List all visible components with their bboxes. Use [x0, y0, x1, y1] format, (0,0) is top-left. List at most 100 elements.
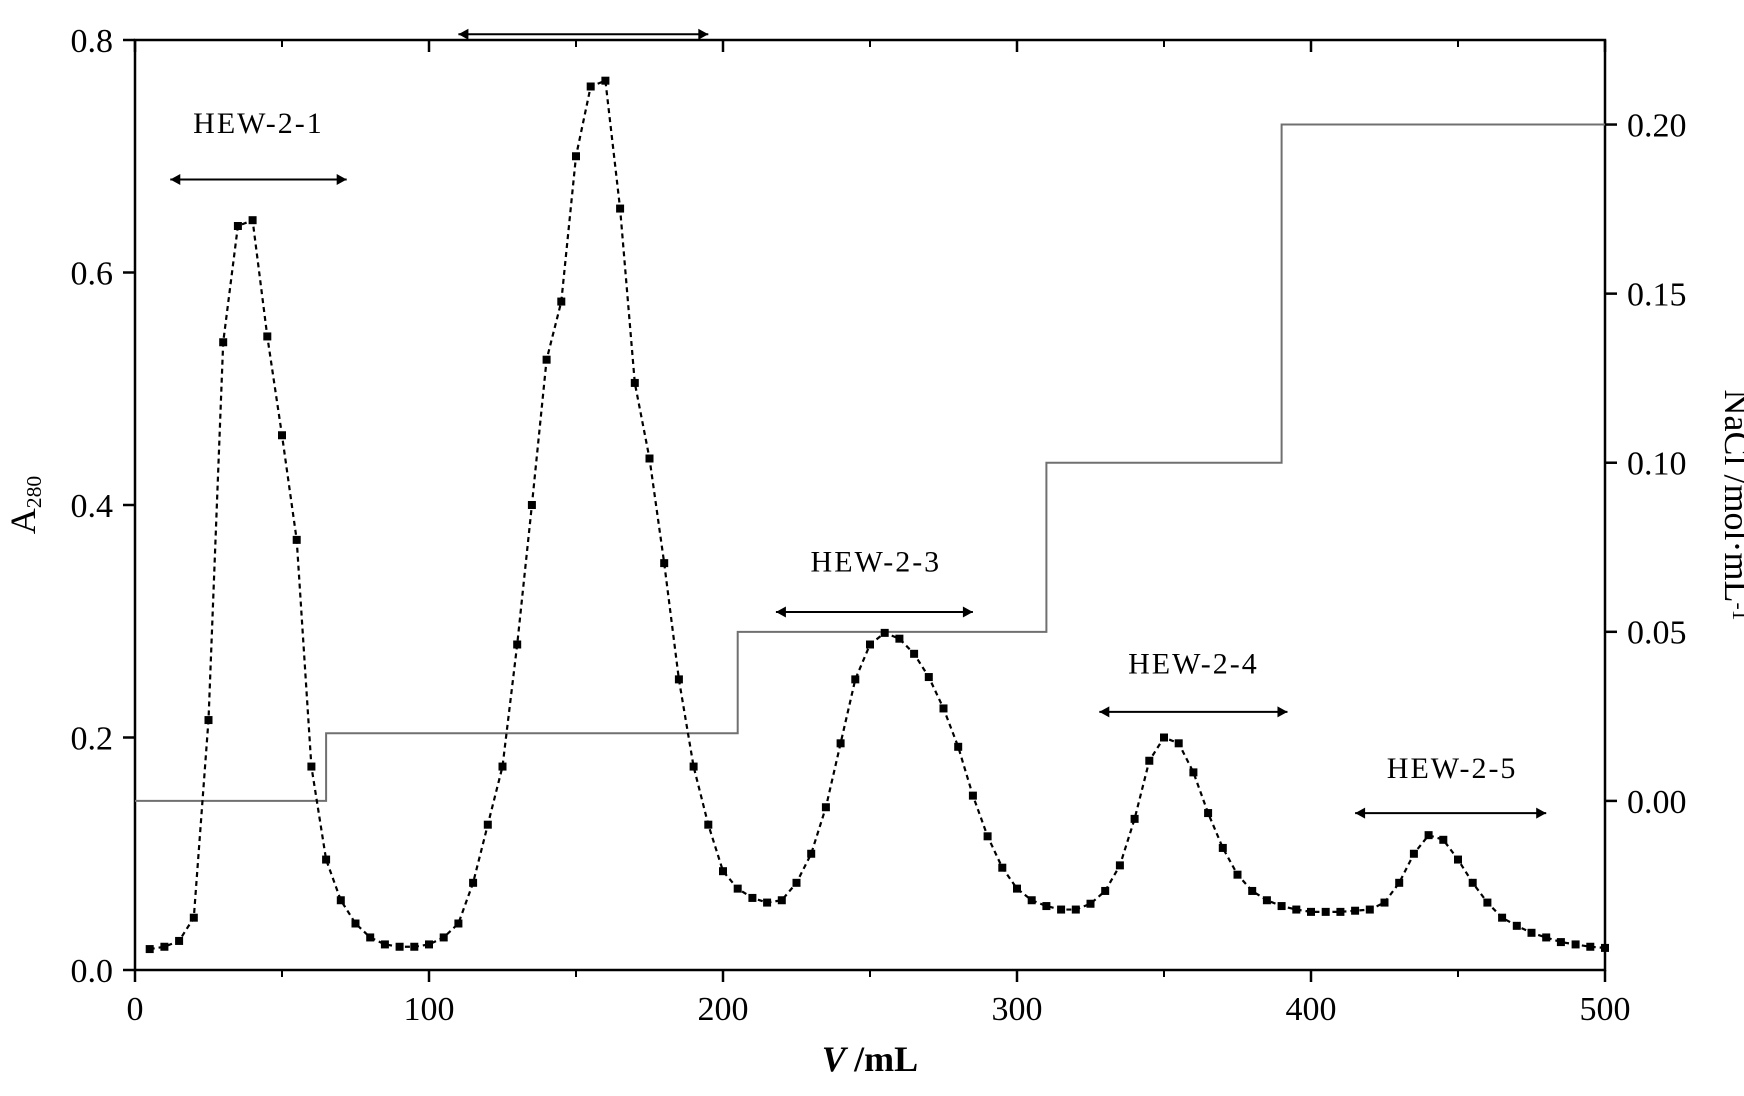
a280-marker — [307, 763, 315, 771]
a280-marker — [1145, 757, 1153, 765]
a280-marker — [425, 940, 433, 948]
a280-marker — [1189, 768, 1197, 776]
a280-marker — [1557, 938, 1565, 946]
x-tick-label: 300 — [992, 991, 1043, 1028]
a280-marker — [572, 152, 580, 160]
a280-marker — [998, 864, 1006, 872]
a280-marker — [734, 885, 742, 893]
x-axis-label: V /mL — [822, 1039, 918, 1079]
x-tick-label: 400 — [1286, 991, 1337, 1028]
a280-marker — [146, 945, 154, 953]
x-tick-label: 0 — [127, 991, 144, 1028]
a280-marker — [396, 943, 404, 951]
y-tick-label: 0.4 — [71, 488, 114, 525]
a280-marker — [1439, 836, 1447, 844]
a280-marker — [1395, 879, 1403, 887]
a280-marker — [1601, 944, 1609, 952]
a280-marker — [1278, 902, 1286, 910]
y-tick-label: 0.2 — [71, 720, 114, 757]
a280-marker — [513, 641, 521, 649]
a280-marker — [337, 896, 345, 904]
a280-marker — [1292, 906, 1300, 914]
a280-marker — [807, 850, 815, 858]
a280-marker — [1028, 896, 1036, 904]
a280-marker — [1013, 885, 1021, 893]
a280-marker — [1307, 908, 1315, 916]
a280-marker — [1528, 929, 1536, 937]
a280-marker — [1586, 943, 1594, 951]
peak-label: HEW-2-5 — [1387, 752, 1518, 785]
a280-marker — [1513, 922, 1521, 930]
a280-marker — [925, 673, 933, 681]
a280-marker — [175, 937, 183, 945]
x-tick-label: 500 — [1580, 991, 1631, 1028]
a280-marker — [454, 920, 462, 928]
a280-marker — [293, 536, 301, 544]
a280-marker — [1410, 850, 1418, 858]
a280-marker — [1234, 871, 1242, 879]
y-tick-label: 0.0 — [71, 953, 114, 990]
a280-marker — [719, 867, 727, 875]
a280-marker — [234, 222, 242, 230]
peak-label: HEW-2-3 — [811, 545, 942, 578]
y-tick-label: 0.6 — [71, 255, 114, 292]
a280-marker — [1057, 906, 1065, 914]
a280-marker — [910, 650, 918, 658]
a280-marker — [940, 704, 948, 712]
a280-marker — [1572, 940, 1580, 948]
a280-marker — [528, 501, 536, 509]
a280-marker — [778, 896, 786, 904]
a280-marker — [1116, 861, 1124, 869]
a280-marker — [1366, 906, 1374, 914]
a280-marker — [219, 338, 227, 346]
a280-marker — [969, 792, 977, 800]
a280-marker — [822, 803, 830, 811]
a280-marker — [469, 879, 477, 887]
a280-marker — [866, 641, 874, 649]
y-tick-label: 0.8 — [71, 23, 114, 60]
a280-marker — [1483, 899, 1491, 907]
a280-marker — [601, 77, 609, 85]
a280-marker — [1101, 887, 1109, 895]
a280-marker — [851, 675, 859, 683]
a280-marker — [1204, 809, 1212, 817]
a280-marker — [587, 83, 595, 91]
a280-marker — [616, 205, 624, 213]
a280-marker — [954, 743, 962, 751]
y2-tick-label: 0.00 — [1627, 784, 1687, 821]
y2-tick-label: 0.10 — [1627, 446, 1687, 483]
a280-marker — [895, 635, 903, 643]
a280-marker — [837, 739, 845, 747]
a280-marker — [675, 675, 683, 683]
a280-marker — [646, 455, 654, 463]
a280-marker — [1542, 933, 1550, 941]
a280-marker — [1469, 879, 1477, 887]
y2-tick-label: 0.15 — [1627, 277, 1687, 314]
a280-marker — [1425, 831, 1433, 839]
x-tick-label: 200 — [698, 991, 749, 1028]
a280-marker — [1160, 734, 1168, 742]
a280-marker — [1042, 902, 1050, 910]
a280-marker — [381, 940, 389, 948]
a280-marker — [1175, 739, 1183, 747]
a280-marker — [748, 894, 756, 902]
a280-marker — [366, 933, 374, 941]
y2-axis-label: NaCl /mol·mL-1 — [1717, 390, 1744, 621]
a280-marker — [557, 298, 565, 306]
a280-marker — [1336, 908, 1344, 916]
a280-marker — [543, 356, 551, 364]
a280-marker — [1498, 914, 1506, 922]
a280-marker — [499, 763, 507, 771]
chromatogram-chart: 0100200300400500V /mL0.00.20.40.60.8A280… — [0, 0, 1744, 1096]
a280-marker — [1219, 844, 1227, 852]
a280-marker — [322, 856, 330, 864]
a280-marker — [984, 832, 992, 840]
a280-marker — [704, 821, 712, 829]
peak-label: HEW-2-4 — [1128, 648, 1259, 681]
a280-marker — [690, 763, 698, 771]
a280-marker — [793, 879, 801, 887]
a280-marker — [881, 629, 889, 637]
a280-marker — [263, 332, 271, 340]
a280-marker — [352, 920, 360, 928]
a280-marker — [440, 933, 448, 941]
